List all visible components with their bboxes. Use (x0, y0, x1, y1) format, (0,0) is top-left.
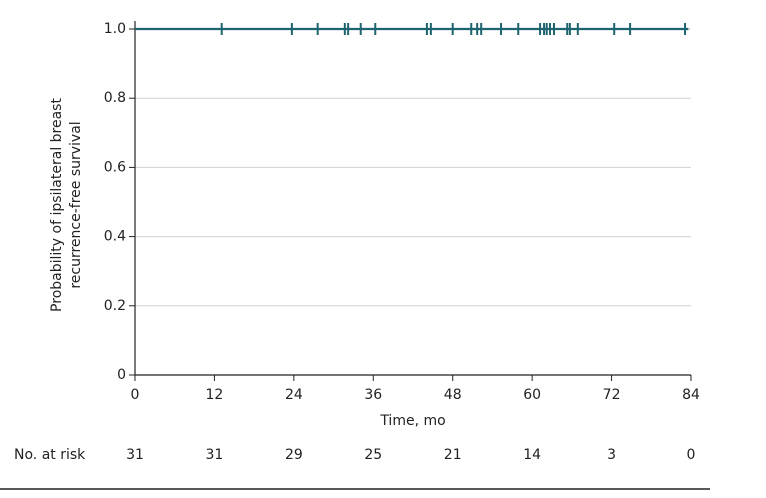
y-axis-label: recurrence-free survival (68, 121, 84, 288)
risk-label: No. at risk (14, 447, 86, 463)
y-tick-label: 0.8 (104, 90, 126, 106)
risk-count: 31 (126, 447, 144, 463)
risk-count: 0 (687, 447, 696, 463)
risk-count: 14 (523, 447, 541, 463)
x-tick-label: 36 (364, 387, 382, 403)
risk-count: 31 (206, 447, 224, 463)
x-tick-label: 12 (206, 387, 224, 403)
risk-count: 21 (444, 447, 462, 463)
y-tick-label: 0 (117, 367, 126, 383)
y-tick-label: 1.0 (104, 21, 126, 37)
y-axis-label: Probability of ipsilateral breast (49, 98, 65, 312)
x-tick-label: 24 (285, 387, 303, 403)
x-axis-label: Time, mo (379, 413, 445, 429)
risk-count: 25 (364, 447, 382, 463)
x-tick-label: 72 (603, 387, 621, 403)
y-tick-label: 0.2 (104, 298, 126, 314)
y-tick-label: 0.6 (104, 159, 126, 175)
x-tick-label: 0 (131, 387, 140, 403)
x-tick-label: 84 (682, 387, 700, 403)
x-tick-label: 48 (444, 387, 462, 403)
x-tick-label: 60 (523, 387, 541, 403)
risk-count: 3 (607, 447, 616, 463)
risk-count: 29 (285, 447, 303, 463)
y-tick-label: 0.4 (104, 229, 126, 245)
